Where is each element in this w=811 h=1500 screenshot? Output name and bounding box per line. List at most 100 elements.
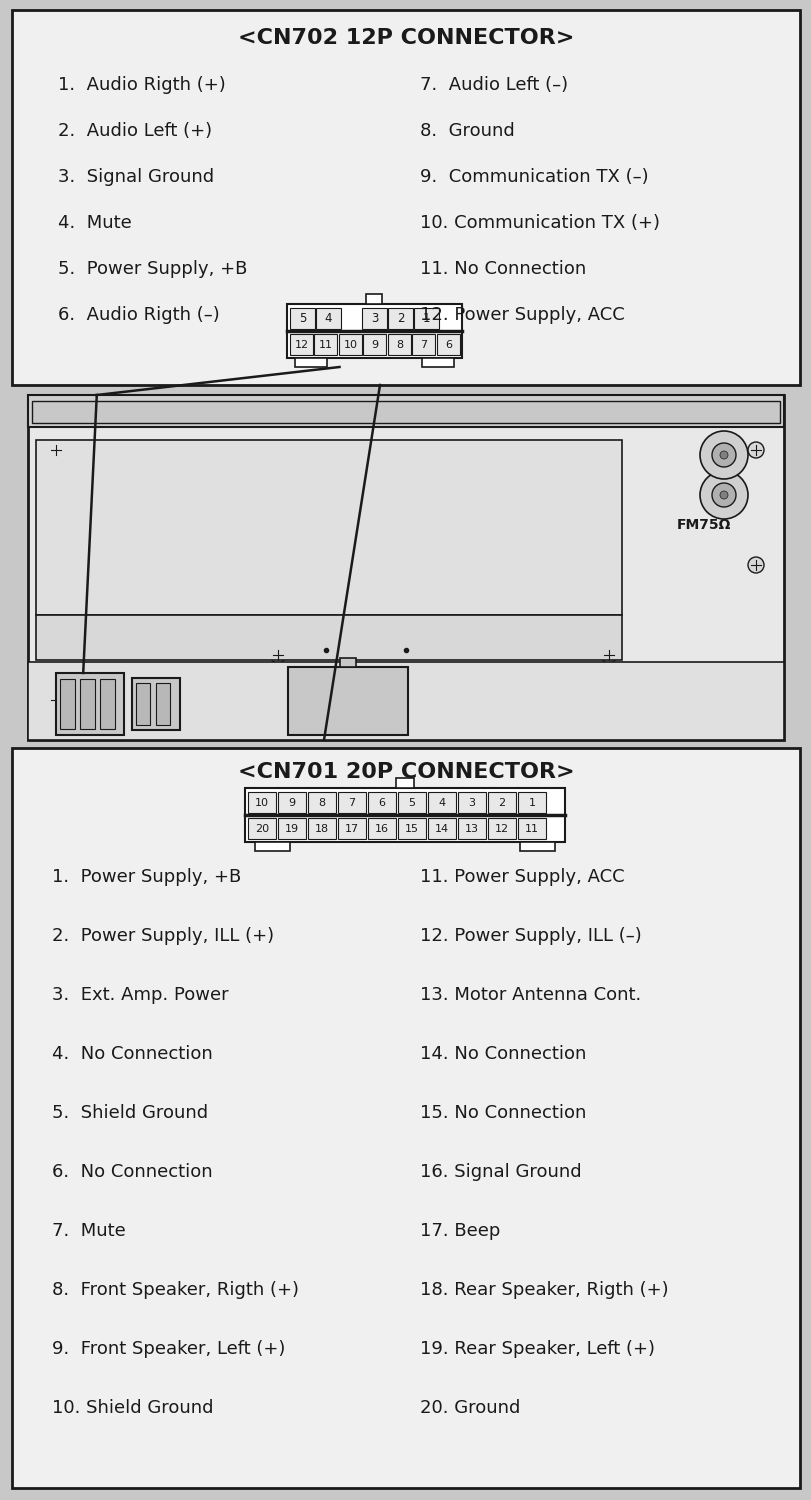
Text: 18. Rear Speaker, Rigth (+): 18. Rear Speaker, Rigth (+) — [419, 1281, 667, 1299]
Text: 5: 5 — [408, 798, 415, 807]
Ellipse shape — [323, 592, 345, 608]
Text: 7: 7 — [348, 798, 355, 807]
Ellipse shape — [242, 514, 264, 529]
Text: 6: 6 — [378, 798, 385, 807]
Text: 10. Communication TX (+): 10. Communication TX (+) — [419, 214, 659, 232]
Circle shape — [311, 716, 318, 722]
Ellipse shape — [262, 554, 284, 568]
Bar — [307, 818, 336, 839]
Ellipse shape — [121, 592, 143, 608]
Text: 11: 11 — [319, 339, 333, 350]
Ellipse shape — [525, 514, 547, 529]
Bar — [12, 748, 799, 1488]
Ellipse shape — [80, 514, 102, 529]
Bar — [290, 334, 312, 356]
Text: 11. Power Supply, ACC: 11. Power Supply, ACC — [419, 868, 624, 886]
Bar — [277, 792, 306, 813]
Circle shape — [362, 716, 367, 722]
Text: 8.  Ground: 8. Ground — [419, 122, 514, 140]
Bar — [337, 792, 366, 813]
Bar — [414, 308, 439, 328]
Ellipse shape — [423, 554, 445, 568]
Ellipse shape — [585, 554, 607, 568]
Bar — [60, 680, 75, 729]
Bar — [457, 792, 486, 813]
Text: 2.  Audio Left (+): 2. Audio Left (+) — [58, 122, 212, 140]
Ellipse shape — [484, 592, 506, 608]
Ellipse shape — [141, 554, 163, 568]
Ellipse shape — [303, 554, 324, 568]
Circle shape — [711, 442, 735, 466]
Bar — [12, 10, 799, 386]
Text: 14. No Connection: 14. No Connection — [419, 1046, 586, 1064]
Text: 20: 20 — [255, 824, 268, 834]
Circle shape — [351, 694, 358, 700]
Circle shape — [292, 716, 298, 722]
Bar — [366, 294, 381, 304]
Circle shape — [381, 716, 388, 722]
Text: 6.  Audio Rigth (–): 6. Audio Rigth (–) — [58, 306, 220, 324]
Text: 1.  Power Supply, +B: 1. Power Supply, +B — [52, 868, 241, 886]
Circle shape — [362, 694, 367, 700]
Circle shape — [341, 694, 348, 700]
Ellipse shape — [403, 592, 425, 608]
Circle shape — [711, 483, 735, 507]
Bar — [286, 304, 461, 358]
Circle shape — [351, 716, 358, 722]
Text: 16. Signal Ground: 16. Signal Ground — [419, 1162, 581, 1180]
Text: 14: 14 — [435, 824, 448, 834]
Text: 4: 4 — [438, 798, 445, 807]
Circle shape — [302, 694, 307, 700]
Ellipse shape — [60, 477, 82, 492]
Text: <CN702 12P CONNECTOR>: <CN702 12P CONNECTOR> — [238, 28, 573, 48]
Circle shape — [322, 716, 328, 722]
Bar — [307, 792, 336, 813]
Ellipse shape — [484, 514, 506, 529]
Circle shape — [311, 694, 318, 700]
Ellipse shape — [464, 554, 486, 568]
Ellipse shape — [444, 592, 466, 608]
Ellipse shape — [585, 477, 607, 492]
Ellipse shape — [101, 554, 122, 568]
Bar — [288, 668, 407, 735]
Ellipse shape — [182, 554, 204, 568]
Bar — [457, 818, 486, 839]
Text: 13: 13 — [465, 824, 478, 834]
Circle shape — [332, 694, 337, 700]
Circle shape — [381, 694, 388, 700]
Ellipse shape — [383, 477, 406, 492]
Text: 3: 3 — [468, 798, 475, 807]
Text: 1: 1 — [423, 312, 430, 326]
Bar — [340, 658, 355, 668]
Text: 6.  No Connection: 6. No Connection — [52, 1162, 212, 1180]
Circle shape — [48, 692, 64, 708]
Bar — [388, 334, 410, 356]
Ellipse shape — [282, 592, 304, 608]
Text: 5: 5 — [298, 312, 306, 326]
Bar — [314, 334, 337, 356]
Text: 4.  Mute: 4. Mute — [58, 214, 131, 232]
Bar — [396, 778, 414, 788]
Bar — [247, 818, 276, 839]
Ellipse shape — [161, 514, 183, 529]
Text: 15. No Connection: 15. No Connection — [419, 1104, 586, 1122]
Circle shape — [747, 556, 763, 573]
Bar — [132, 678, 180, 730]
Bar — [28, 394, 783, 740]
Bar — [487, 818, 515, 839]
Circle shape — [699, 430, 747, 478]
Bar — [422, 358, 453, 368]
Ellipse shape — [221, 477, 243, 492]
Bar — [100, 680, 115, 729]
Ellipse shape — [363, 592, 385, 608]
Ellipse shape — [201, 514, 224, 529]
Circle shape — [719, 452, 727, 459]
Ellipse shape — [363, 514, 385, 529]
Text: 12. Power Supply, ACC: 12. Power Supply, ACC — [419, 306, 624, 324]
Circle shape — [48, 442, 64, 458]
Text: 7.  Audio Left (–): 7. Audio Left (–) — [419, 76, 568, 94]
Text: 12: 12 — [294, 339, 308, 350]
Text: 8: 8 — [396, 339, 402, 350]
Bar — [367, 818, 396, 839]
Ellipse shape — [303, 477, 324, 492]
